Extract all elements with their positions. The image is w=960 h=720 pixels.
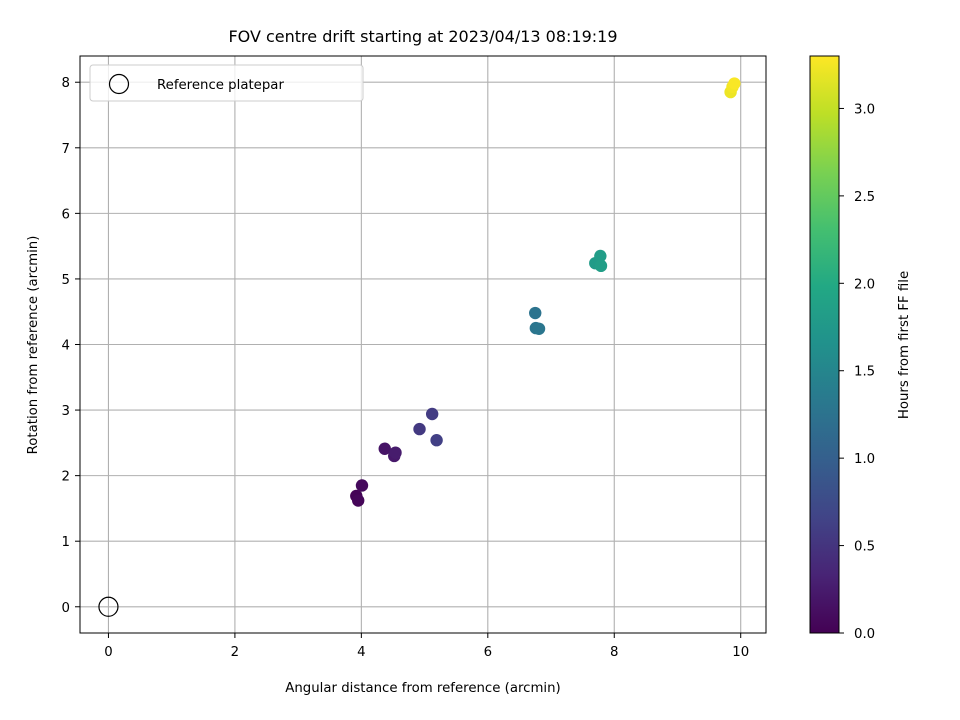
x-axis-ticks: 0 2 4 6 8 10 bbox=[104, 633, 749, 660]
reference-marker bbox=[98, 596, 119, 617]
legend-entry: Reference platepar bbox=[157, 78, 284, 93]
legend-box bbox=[89, 64, 364, 102]
y-tick-label: 6 bbox=[62, 207, 70, 222]
y-tick-label: 5 bbox=[62, 273, 70, 288]
y-tick-label: 2 bbox=[62, 470, 70, 485]
x-tick-label: 10 bbox=[732, 645, 749, 660]
legend-marker-open-circle bbox=[108, 73, 130, 95]
scatter-point bbox=[430, 434, 443, 447]
y-tick-label: 4 bbox=[62, 339, 70, 354]
y-axis-label: Rotation from reference (arcmin) bbox=[26, 236, 41, 455]
scatter-point bbox=[425, 407, 439, 421]
x-tick-label: 2 bbox=[231, 645, 239, 660]
legend: Reference platepar bbox=[89, 64, 364, 102]
chart-title: FOV centre drift starting at 2023/04/13 … bbox=[228, 27, 617, 46]
scatter-point bbox=[413, 422, 426, 436]
scatter-point bbox=[355, 479, 369, 492]
grid-lines bbox=[80, 56, 766, 633]
x-tick-label: 8 bbox=[610, 645, 618, 660]
scatter-point bbox=[389, 446, 402, 459]
colorbar-ticks: 0.0 0.5 1.0 1.5 2.0 2.5 3.0 bbox=[839, 102, 875, 642]
x-tick-label: 0 bbox=[104, 645, 112, 660]
colorbar-tick-label: 1.5 bbox=[854, 365, 875, 380]
scatter-point bbox=[351, 494, 365, 507]
colorbar-tick-label: 1.0 bbox=[854, 452, 875, 467]
scatter-point bbox=[529, 306, 542, 320]
y-tick-label: 0 bbox=[62, 601, 70, 616]
data-points bbox=[350, 77, 741, 507]
scatter-point bbox=[532, 322, 546, 335]
x-tick-label: 6 bbox=[484, 645, 492, 660]
colorbar-frame bbox=[809, 55, 840, 634]
y-tick-label: 1 bbox=[62, 535, 70, 550]
colorbar-tick-label: 0.5 bbox=[854, 540, 875, 555]
scatter-point bbox=[728, 77, 741, 90]
reference-point bbox=[98, 596, 119, 617]
y-tick-label: 7 bbox=[62, 142, 70, 157]
y-axis-ticks: 0 1 2 3 4 5 6 7 8 bbox=[62, 76, 80, 616]
colorbar-label: Hours from first FF file bbox=[897, 271, 912, 419]
y-tick-label: 8 bbox=[62, 76, 70, 91]
colorbar-gradient bbox=[810, 56, 839, 633]
colorbar-tick-label: 3.0 bbox=[854, 102, 875, 117]
colorbar-tick-label: 2.0 bbox=[854, 277, 875, 292]
x-axis-label: Angular distance from reference (arcmin) bbox=[285, 681, 560, 696]
x-tick-label: 4 bbox=[357, 645, 365, 660]
colorbar-tick-label: 0.0 bbox=[854, 627, 875, 642]
y-tick-label: 3 bbox=[62, 404, 70, 419]
scatter-point bbox=[378, 442, 391, 455]
scatter-point bbox=[594, 259, 608, 273]
colorbar: 0.0 0.5 1.0 1.5 2.0 2.5 3.0 Hours from first F… bbox=[809, 55, 912, 642]
scatter-point bbox=[594, 249, 607, 263]
colorbar-tick-label: 2.5 bbox=[854, 190, 875, 205]
